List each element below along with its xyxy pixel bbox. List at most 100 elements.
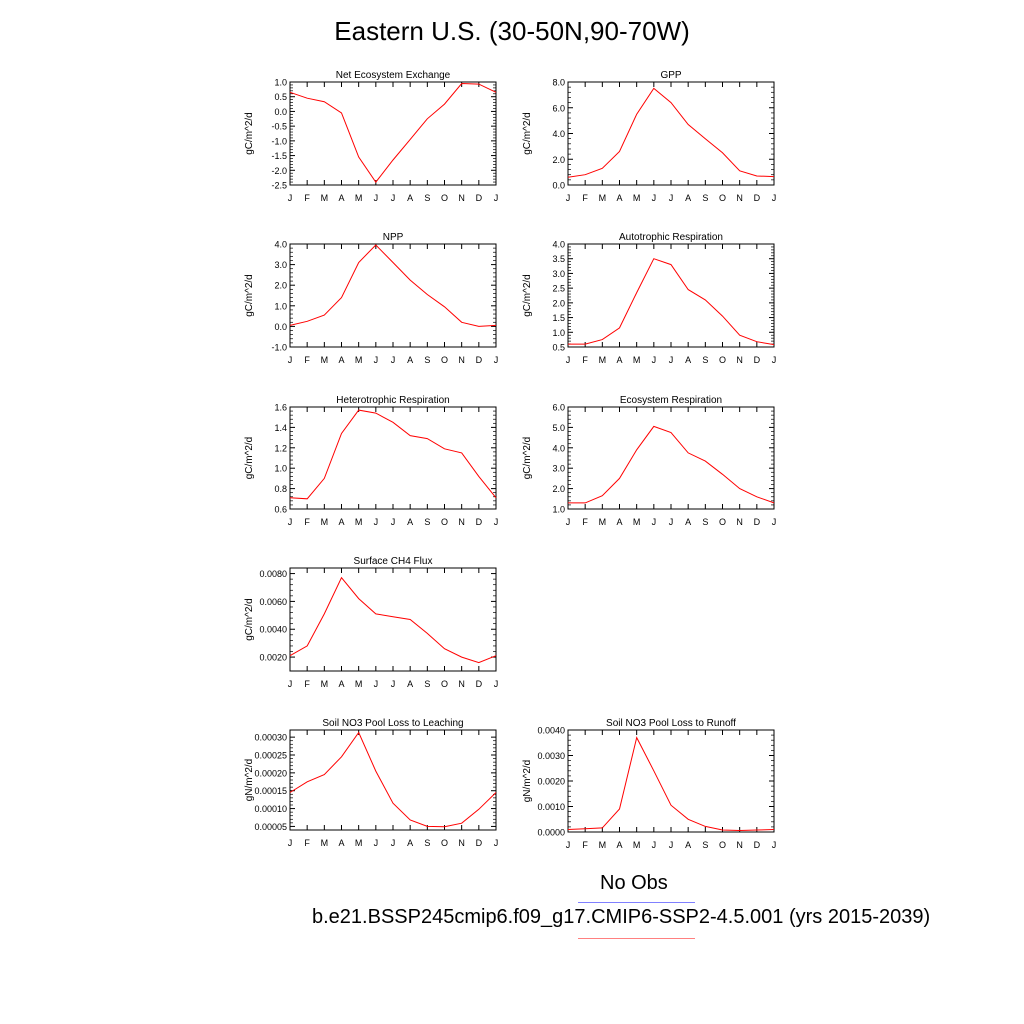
x-tick-label: J [669, 517, 674, 527]
y-tick-label: 3.5 [552, 254, 565, 264]
x-tick-label: J [288, 838, 293, 848]
x-tick-label: J [494, 355, 499, 365]
x-tick-label: A [338, 838, 344, 848]
y-tick-label: 2.0 [552, 298, 565, 308]
x-tick-label: J [391, 679, 396, 689]
x-tick-label: J [391, 355, 396, 365]
x-tick-label: A [338, 679, 344, 689]
x-tick-label: A [685, 355, 691, 365]
x-tick-label: N [458, 517, 465, 527]
x-tick-label: F [582, 517, 588, 527]
x-tick-label: S [424, 193, 430, 203]
x-tick-label: A [407, 193, 413, 203]
y-tick-label: 0.00005 [254, 822, 287, 832]
x-tick-label: F [304, 517, 310, 527]
x-tick-label: J [566, 840, 571, 850]
y-tick-label: -1.0 [271, 343, 287, 353]
x-tick-label: S [424, 355, 430, 365]
y-tick-label: 0.5 [274, 92, 287, 102]
x-tick-label: J [391, 517, 396, 527]
x-tick-label: A [685, 193, 691, 203]
x-tick-label: A [407, 355, 413, 365]
x-tick-label: J [669, 193, 674, 203]
panel-title: Surface CH4 Flux [354, 556, 433, 567]
x-tick-label: J [391, 838, 396, 848]
x-tick-label: J [288, 355, 293, 365]
panel-title: Soil NO3 Pool Loss to Leaching [322, 718, 463, 729]
x-tick-label: F [304, 193, 310, 203]
x-tick-label: D [754, 193, 761, 203]
y-axis-label: gN/m^2/d [244, 759, 255, 802]
legend-obs-line [578, 902, 695, 903]
y-axis-label: gC/m^2/d [522, 437, 533, 480]
y-tick-label: 0.0020 [537, 777, 565, 787]
x-tick-label: M [355, 517, 363, 527]
x-tick-label: O [441, 838, 448, 848]
x-tick-label: O [719, 193, 726, 203]
y-tick-label: 0.0030 [537, 751, 565, 761]
data-line [289, 409, 497, 500]
y-tick-label: 6.0 [552, 103, 565, 113]
y-tick-label: 1.0 [552, 328, 565, 338]
x-tick-label: D [754, 840, 761, 850]
x-tick-label: D [754, 355, 761, 365]
x-tick-label: J [494, 838, 499, 848]
x-tick-label: M [321, 679, 329, 689]
x-tick-label: J [669, 840, 674, 850]
x-tick-label: J [374, 679, 379, 689]
y-tick-label: 1.6 [274, 403, 287, 413]
legend-obs-label: No Obs [600, 872, 668, 894]
x-tick-label: N [458, 193, 465, 203]
x-tick-label: D [476, 193, 483, 203]
y-tick-label: 0.0080 [259, 569, 287, 579]
legend-case-label: b.e21.BSSP245cmip6.f09_g17.CMIP6-SSP2-4.… [312, 906, 931, 928]
x-tick-label: N [458, 838, 465, 848]
data-line [568, 425, 775, 504]
y-tick-label: 3.0 [552, 464, 565, 474]
x-tick-label: N [736, 355, 743, 365]
y-tick-label: 4.0 [552, 129, 565, 139]
x-tick-label: J [494, 517, 499, 527]
x-tick-label: D [476, 355, 483, 365]
plot-frame [289, 243, 497, 348]
x-tick-label: A [407, 679, 413, 689]
x-tick-label: F [582, 193, 588, 203]
x-tick-label: D [476, 517, 483, 527]
y-tick-label: 0.0010 [537, 802, 565, 812]
x-tick-label: J [288, 193, 293, 203]
panel-title: Autotrophic Respiration [619, 232, 723, 243]
x-tick-label: J [652, 355, 657, 365]
data-line [289, 731, 497, 828]
x-tick-label: J [652, 193, 657, 203]
x-tick-label: N [458, 679, 465, 689]
x-tick-label: M [355, 838, 363, 848]
y-axis-label: gC/m^2/d [522, 274, 533, 317]
x-tick-label: A [407, 838, 413, 848]
y-tick-label: 0.0040 [537, 726, 565, 736]
y-axis-label: gC/m^2/d [244, 274, 255, 317]
y-tick-label: 2.0 [274, 281, 287, 291]
x-tick-label: F [582, 355, 588, 365]
y-tick-label: 0.00010 [254, 804, 287, 814]
x-tick-label: S [424, 838, 430, 848]
data-line [289, 576, 497, 664]
y-tick-label: 0.00020 [254, 768, 287, 778]
x-tick-label: S [702, 840, 708, 850]
y-tick-label: 1.0 [552, 505, 565, 515]
x-tick-label: M [633, 840, 641, 850]
x-tick-label: J [652, 517, 657, 527]
y-tick-label: 4.0 [274, 240, 287, 250]
x-tick-label: O [441, 517, 448, 527]
x-tick-label: J [374, 193, 379, 203]
x-tick-label: J [374, 838, 379, 848]
plot-frame [289, 81, 497, 186]
y-tick-label: 6.0 [552, 403, 565, 413]
x-tick-label: F [304, 838, 310, 848]
x-tick-label: O [441, 355, 448, 365]
y-axis-label: gC/m^2/d [244, 598, 255, 641]
